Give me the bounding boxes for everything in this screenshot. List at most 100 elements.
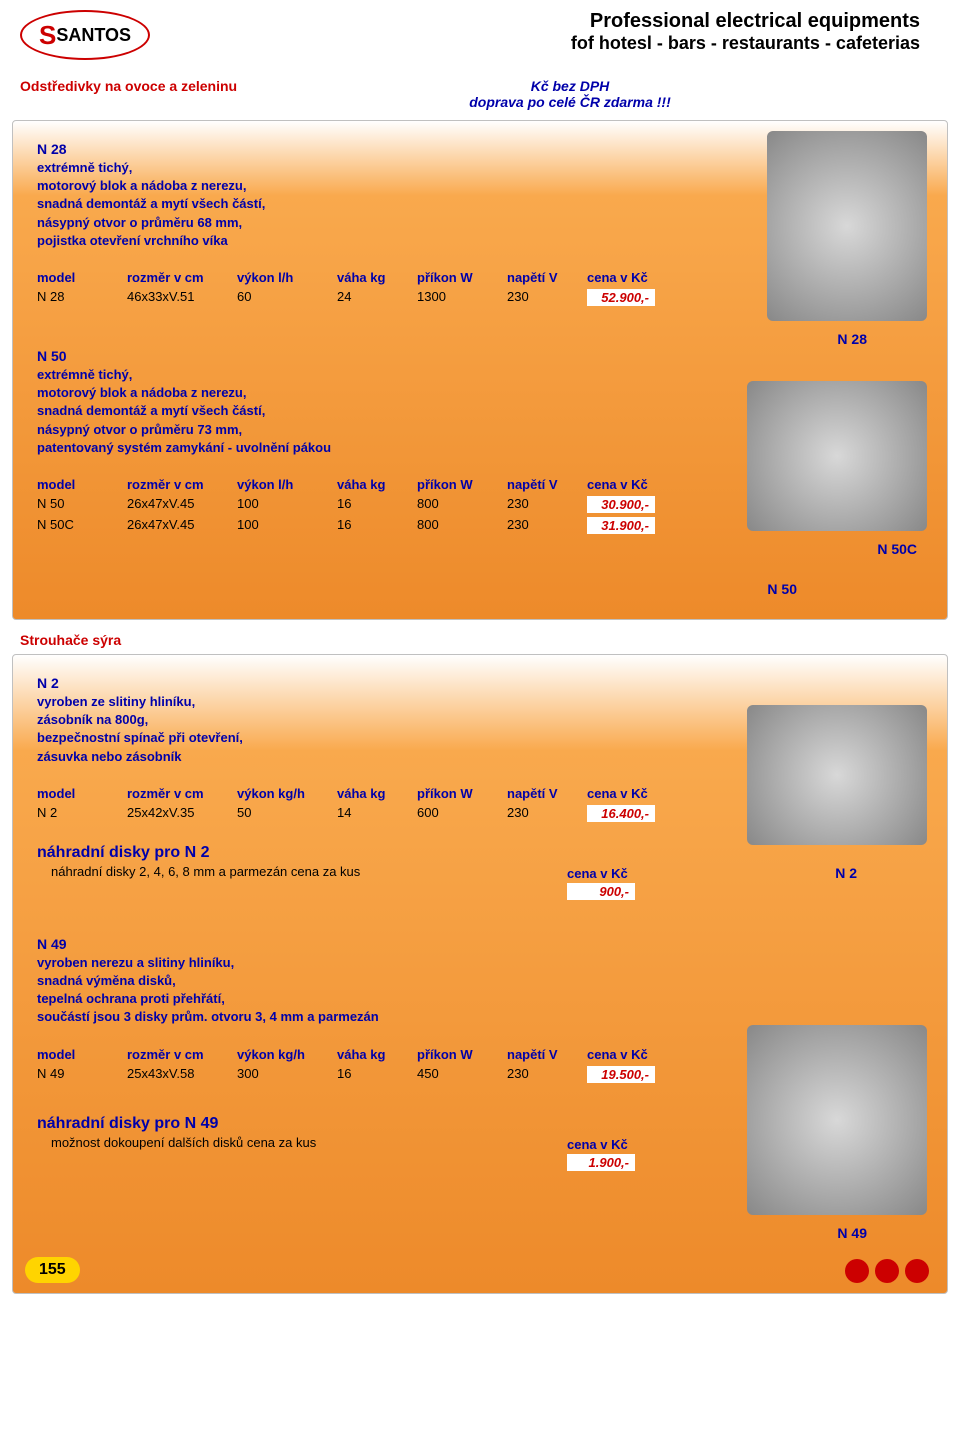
th-voltage: napětí V (507, 1045, 587, 1064)
td-power: 800 (417, 494, 507, 515)
price-note-line2: doprava po celé ČR zdarma !!! (200, 94, 940, 110)
td-voltage: 230 (507, 494, 587, 515)
td-weight: 16 (337, 494, 417, 515)
td-model: N 2 (37, 803, 127, 824)
product-image-n28 (767, 131, 927, 321)
spare-block: náhradní disky pro N 2 náhradní disky 2,… (37, 844, 923, 900)
product-image-n50c (747, 381, 927, 531)
th-voltage: napětí V (507, 268, 587, 287)
th-dim: rozměr v cm (127, 268, 237, 287)
td-voltage: 230 (507, 515, 587, 536)
spare-price-header: cena v Kč (567, 864, 667, 883)
th-dim: rozměr v cm (127, 784, 237, 803)
desc-line: vyroben nerezu a slitiny hliníku, (37, 954, 923, 972)
th-power: příkon W (417, 475, 507, 494)
td-perf: 300 (237, 1064, 337, 1085)
spare-price-col: cena v Kč 1.900,- (567, 1135, 667, 1171)
product-name: N 2 (37, 675, 923, 691)
td-power: 1300 (417, 287, 507, 308)
product-image-n49 (747, 1025, 927, 1215)
td-weight: 16 (337, 1064, 417, 1085)
brand-logo: SSANTOS (20, 10, 150, 60)
td-voltage: 230 (507, 1064, 587, 1085)
th-weight: váha kg (337, 475, 417, 494)
td-dim: 25x43xV.58 (127, 1064, 237, 1085)
price-note-line1: Kč bez DPH (200, 78, 940, 94)
td-power: 450 (417, 1064, 507, 1085)
price-value: 31.900,- (587, 517, 655, 534)
header-title: Professional electrical equipments (180, 10, 920, 33)
desc-line: tepelná ochrana proti přehřátí, (37, 990, 923, 1008)
header-subtitle: fof hotesl - bars - restaurants - cafete… (180, 33, 920, 54)
th-model: model (37, 475, 127, 494)
spare-row: náhradní disky 2, 4, 6, 8 mm a parmezán … (37, 864, 923, 900)
th-voltage: napětí V (507, 475, 587, 494)
section-title-graters: Strouhače sýra (20, 632, 960, 648)
th-price: cena v Kč (587, 475, 677, 494)
td-model: N 50 (37, 494, 127, 515)
th-perf: výkon kg/h (237, 784, 337, 803)
subheader: Odstředivky na ovoce a zeleninu Kč bez D… (0, 70, 960, 114)
td-dim: 46x33xV.51 (127, 287, 237, 308)
spare-price: 900,- (567, 883, 635, 900)
th-price: cena v Kč (587, 784, 677, 803)
td-voltage: 230 (507, 287, 587, 308)
td-price: 19.500,- (587, 1064, 677, 1085)
image-label-n2: N 2 (835, 865, 857, 881)
page: SSANTOS Professional electrical equipmen… (0, 0, 960, 1294)
product-name: N 49 (37, 936, 923, 952)
td-weight: 24 (337, 287, 417, 308)
td-dim: 26x47xV.45 (127, 494, 237, 515)
th-dim: rozměr v cm (127, 475, 237, 494)
image-label-n50c: N 50C (877, 541, 917, 557)
th-perf: výkon l/h (237, 268, 337, 287)
image-label-n50: N 50 (767, 581, 797, 597)
th-power: příkon W (417, 268, 507, 287)
price-value: 52.900,- (587, 289, 655, 306)
td-price: 30.900,- (587, 494, 677, 515)
th-weight: váha kg (337, 268, 417, 287)
td-price: 52.900,- (587, 287, 677, 308)
th-perf: výkon kg/h (237, 1045, 337, 1064)
dot-icon (845, 1259, 869, 1283)
th-perf: výkon l/h (237, 475, 337, 494)
th-model: model (37, 268, 127, 287)
spare-price-col: cena v Kč 900,- (567, 864, 667, 900)
image-label-n49: N 49 (837, 1225, 867, 1241)
td-model: N 49 (37, 1064, 127, 1085)
td-power: 800 (417, 515, 507, 536)
section-graters: N 2 vyroben ze slitiny hliníku, zásobník… (12, 654, 948, 1294)
th-price: cena v Kč (587, 268, 677, 287)
td-perf: 50 (237, 803, 337, 824)
product-name: N 50 (37, 348, 923, 364)
header: SSANTOS Professional electrical equipmen… (0, 0, 960, 70)
logo-text: SANTOS (56, 25, 131, 46)
spare-price-header: cena v Kč (567, 1135, 667, 1154)
td-voltage: 230 (507, 803, 587, 824)
th-voltage: napětí V (507, 784, 587, 803)
td-price: 16.400,- (587, 803, 677, 824)
td-dim: 25x42xV.35 (127, 803, 237, 824)
td-perf: 100 (237, 494, 337, 515)
price-value: 30.900,- (587, 496, 655, 513)
td-dim: 26x47xV.45 (127, 515, 237, 536)
image-label-n28: N 28 (837, 331, 867, 347)
th-price: cena v Kč (587, 1045, 677, 1064)
th-model: model (37, 1045, 127, 1064)
spare-title: náhradní disky pro N 2 (37, 844, 923, 862)
td-perf: 60 (237, 287, 337, 308)
th-model: model (37, 784, 127, 803)
price-note: Kč bez DPH doprava po celé ČR zdarma !!! (200, 78, 940, 110)
section-juicers: N 28 extrémně tichý, motorový blok a nád… (12, 120, 948, 620)
dot-icon (875, 1259, 899, 1283)
th-weight: váha kg (337, 784, 417, 803)
th-power: příkon W (417, 1045, 507, 1064)
td-model: N 50C (37, 515, 127, 536)
price-value: 19.500,- (587, 1066, 655, 1083)
spare-text: náhradní disky 2, 4, 6, 8 mm a parmezán … (37, 864, 567, 900)
td-perf: 100 (237, 515, 337, 536)
td-price: 31.900,- (587, 515, 677, 536)
desc-line: součástí jsou 3 disky prům. otvoru 3, 4 … (37, 1008, 923, 1026)
logo-s: S (39, 20, 56, 51)
header-titles: Professional electrical equipments fof h… (180, 10, 940, 54)
